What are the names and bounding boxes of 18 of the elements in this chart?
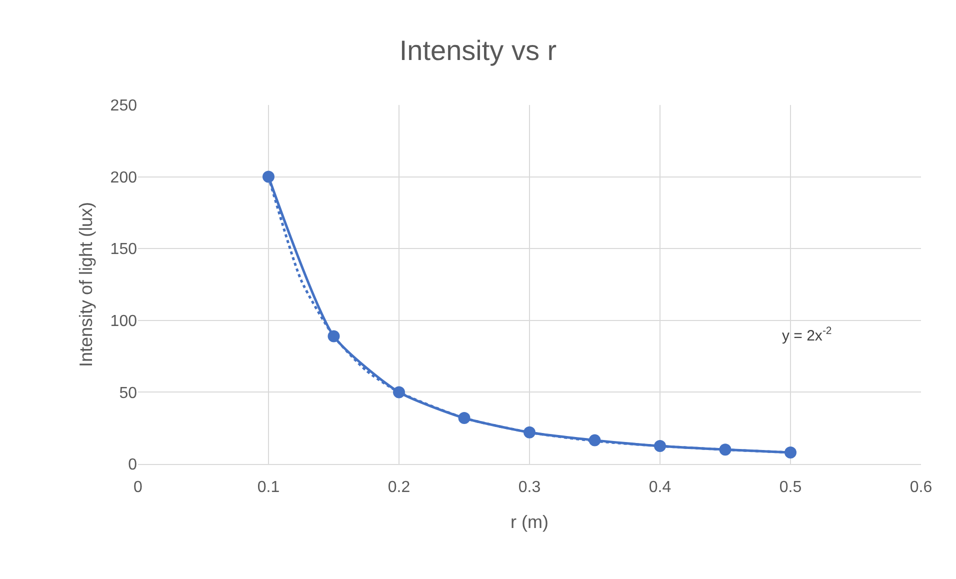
y-tick-label: 200	[110, 169, 138, 186]
y-tick-label: 150	[110, 241, 138, 258]
chart-title: Intensity vs r	[399, 35, 557, 66]
y-tick-label: 250	[110, 98, 138, 115]
x-tick-label: 0.5	[779, 479, 802, 496]
x-tick-label: 0.1	[257, 479, 280, 496]
y-axis-title: Intensity of light (lux)	[76, 202, 96, 368]
x-tick-label: 0.3	[518, 479, 541, 496]
point	[262, 170, 274, 183]
x-tick-label: 0.6	[910, 479, 932, 496]
x-tick-label: 0.4	[648, 479, 672, 496]
annotation: y = 2x$^{-2}$	[782, 325, 832, 344]
y-tick-label: 100	[110, 313, 138, 330]
x-axis-title: r (m)	[510, 512, 548, 532]
y-tick-label: 50	[119, 384, 138, 402]
point	[784, 446, 796, 459]
x-tick-label: 0.2	[388, 479, 410, 496]
y-tick-label: 0	[128, 456, 138, 474]
